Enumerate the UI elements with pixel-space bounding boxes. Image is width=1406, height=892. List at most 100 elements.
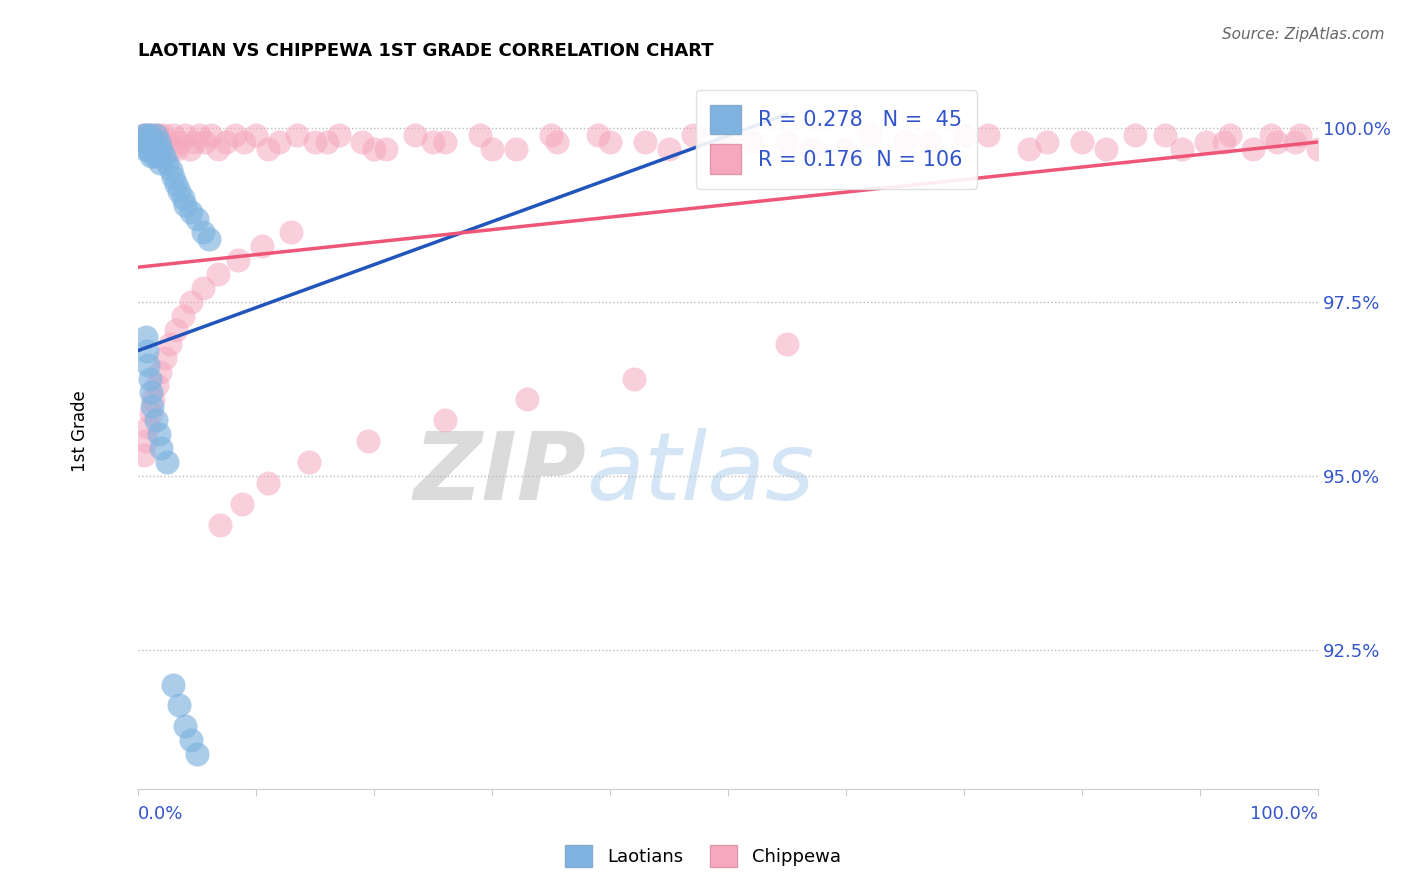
- Point: [1195, 135, 1218, 149]
- Point: [285, 128, 308, 142]
- Point: [207, 142, 229, 156]
- Point: [138, 128, 160, 142]
- Point: [146, 142, 169, 156]
- Point: [404, 128, 426, 142]
- Point: [1153, 128, 1175, 142]
- Point: [717, 128, 740, 142]
- Point: [180, 733, 202, 747]
- Point: [143, 135, 166, 149]
- Point: [149, 365, 172, 379]
- Point: [1219, 128, 1241, 142]
- Text: atlas: atlas: [586, 428, 814, 519]
- Point: [153, 149, 176, 163]
- Point: [153, 351, 176, 365]
- Point: [142, 142, 165, 156]
- Point: [224, 128, 246, 142]
- Point: [156, 455, 179, 469]
- Point: [145, 378, 167, 392]
- Point: [505, 142, 527, 156]
- Point: [156, 156, 179, 170]
- Point: [132, 128, 155, 142]
- Point: [433, 135, 456, 149]
- Point: [150, 441, 173, 455]
- Text: LAOTIAN VS CHIPPEWA 1ST GRADE CORRELATION CHART: LAOTIAN VS CHIPPEWA 1ST GRADE CORRELATIO…: [138, 42, 713, 60]
- Point: [145, 128, 167, 142]
- Point: [859, 128, 882, 142]
- Point: [135, 135, 157, 149]
- Point: [143, 149, 166, 163]
- Point: [183, 135, 205, 149]
- Point: [139, 149, 162, 163]
- Point: [682, 128, 704, 142]
- Point: [145, 142, 167, 156]
- Point: [269, 135, 291, 149]
- Point: [776, 336, 799, 351]
- Point: [1035, 135, 1057, 149]
- Point: [139, 135, 162, 149]
- Point: [138, 371, 160, 385]
- Point: [256, 142, 278, 156]
- Point: [1265, 135, 1288, 149]
- Point: [145, 135, 167, 149]
- Point: [138, 142, 160, 156]
- Point: [138, 420, 160, 434]
- Point: [150, 142, 173, 156]
- Point: [280, 226, 302, 240]
- Point: [352, 135, 374, 149]
- Point: [245, 128, 267, 142]
- Point: [141, 135, 163, 149]
- Point: [623, 371, 645, 385]
- Point: [776, 135, 799, 149]
- Point: [540, 128, 562, 142]
- Point: [481, 142, 503, 156]
- Point: [516, 392, 538, 407]
- Point: [1094, 142, 1116, 156]
- Legend: R = 0.278   N =  45, R = 0.176  N = 106: R = 0.278 N = 45, R = 0.176 N = 106: [696, 90, 977, 188]
- Point: [160, 162, 183, 177]
- Point: [315, 135, 337, 149]
- Point: [1308, 142, 1330, 156]
- Legend: Laotians, Chippewa: Laotians, Chippewa: [558, 838, 848, 874]
- Point: [186, 747, 208, 761]
- Point: [1284, 135, 1306, 149]
- Point: [149, 135, 172, 149]
- Point: [136, 128, 159, 142]
- Point: [139, 406, 162, 420]
- Point: [328, 128, 350, 142]
- Point: [250, 239, 273, 253]
- Point: [135, 434, 157, 449]
- Point: [162, 169, 184, 184]
- Point: [138, 135, 160, 149]
- Point: [374, 142, 396, 156]
- Point: [468, 128, 491, 142]
- Text: ZIP: ZIP: [413, 427, 586, 520]
- Point: [422, 135, 444, 149]
- Point: [132, 135, 155, 149]
- Point: [433, 413, 456, 427]
- Point: [134, 142, 156, 156]
- Point: [167, 184, 190, 198]
- Point: [160, 142, 183, 156]
- Point: [233, 135, 256, 149]
- Point: [165, 177, 187, 191]
- Point: [159, 336, 181, 351]
- Point: [634, 135, 657, 149]
- Point: [169, 135, 191, 149]
- Point: [1260, 128, 1282, 142]
- Point: [148, 128, 170, 142]
- Point: [741, 135, 763, 149]
- Point: [156, 135, 179, 149]
- Point: [136, 343, 159, 358]
- Point: [132, 448, 155, 462]
- Point: [165, 323, 187, 337]
- Point: [141, 400, 163, 414]
- Point: [1018, 142, 1040, 156]
- Point: [145, 413, 167, 427]
- Text: Source: ZipAtlas.com: Source: ZipAtlas.com: [1222, 27, 1385, 42]
- Point: [135, 128, 157, 142]
- Point: [166, 142, 188, 156]
- Point: [1241, 142, 1264, 156]
- Point: [894, 135, 917, 149]
- Point: [148, 135, 170, 149]
- Point: [658, 142, 681, 156]
